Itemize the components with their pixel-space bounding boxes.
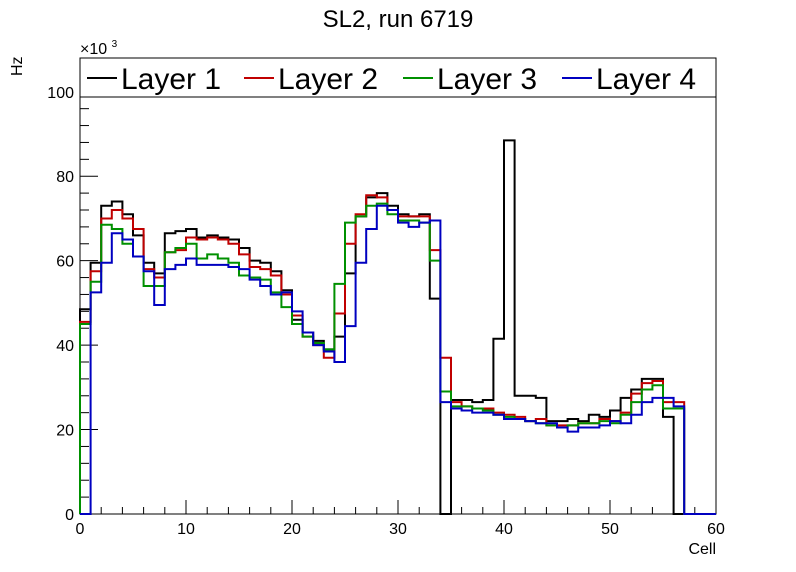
legend: Layer 1 Layer 2 Layer 3 Layer 4 <box>79 57 717 98</box>
x-tick-label: 10 <box>177 521 195 538</box>
series-line-layer-2 <box>79 194 716 515</box>
y-tick-label: 80 <box>56 169 74 186</box>
y-axis-label: Hz <box>9 56 26 76</box>
y-multiplier-exponent: 3 <box>112 39 118 50</box>
series-line-layer-1 <box>79 139 716 515</box>
y-tick-label: 40 <box>56 338 74 355</box>
legend-item: Layer 1 <box>87 63 221 96</box>
x-tick-label: 30 <box>389 521 407 538</box>
y-multiplier: ×10 3 <box>80 39 118 58</box>
chart-title: SL2, run 6719 <box>323 6 474 33</box>
y-tick-label: 20 <box>56 423 74 440</box>
legend-label: Layer 3 <box>437 63 537 96</box>
legend-item: Layer 4 <box>562 63 696 96</box>
x-tick-label: 0 <box>76 521 85 538</box>
x-tick-label: 20 <box>283 521 301 538</box>
series-line-layer-4 <box>80 204 716 515</box>
legend-item: Layer 2 <box>244 63 378 96</box>
y-tick-label: 60 <box>56 254 74 271</box>
x-tick-label: 50 <box>601 521 619 538</box>
svg-text:×10 3: ×10 3 <box>80 39 118 58</box>
series-group <box>79 139 716 515</box>
legend-label: Layer 1 <box>121 63 221 96</box>
legend-label: Layer 4 <box>596 63 696 96</box>
plot-frame <box>79 57 717 515</box>
x-tick-label: 40 <box>495 521 513 538</box>
legend-box <box>79 57 717 98</box>
legend-item: Layer 3 <box>403 63 537 96</box>
x-tick-label: 60 <box>707 521 725 538</box>
x-axis-label: Cell <box>688 541 716 558</box>
axis-ticks <box>79 57 717 515</box>
axis-tick-labels: 0 10 20 30 40 50 60 0 20 40 60 80 100 <box>47 85 725 538</box>
y-tick-label: 0 <box>65 507 74 524</box>
legend-label: Layer 2 <box>278 63 378 96</box>
y-multiplier-base: ×10 <box>80 41 107 58</box>
y-tick-label: 100 <box>47 85 74 102</box>
series-line-layer-3 <box>79 202 716 515</box>
